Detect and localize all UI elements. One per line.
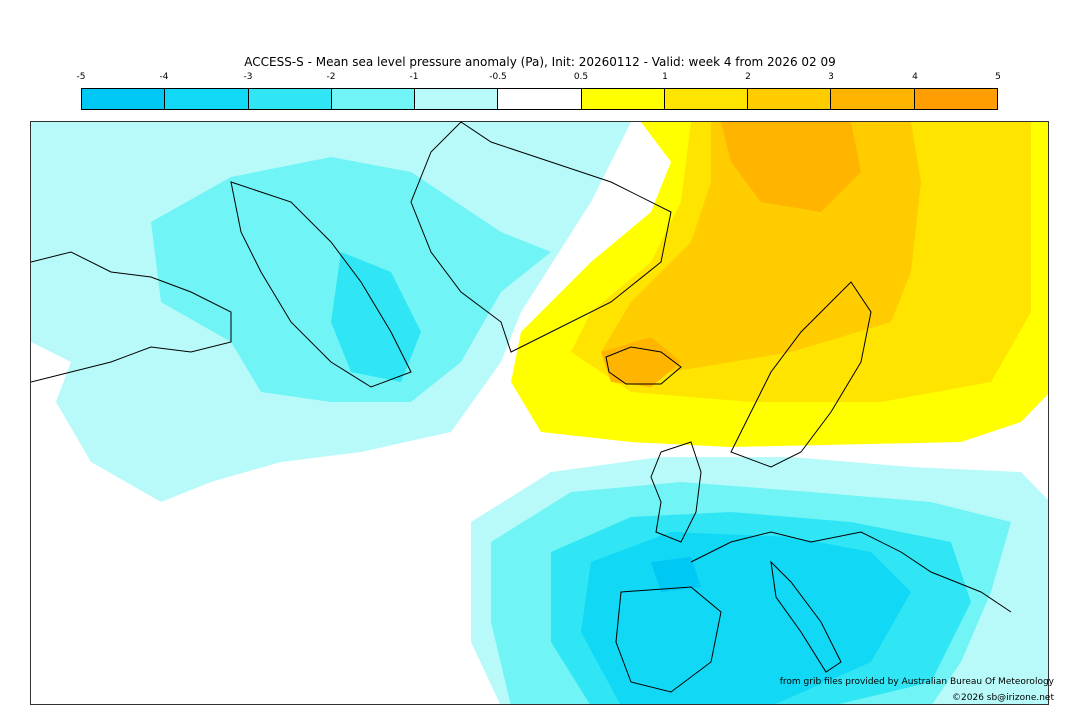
copyright-credit: ©2026 sb@irizone.net	[952, 693, 1054, 703]
colorbar-tick: -3	[243, 72, 253, 82]
colorbar-tick-labels: -5 -4 -3 -2 -1 -0.5 0.5 1 2 3 4 5	[0, 72, 1080, 84]
colorbar-segment	[165, 89, 249, 109]
colorbar-segment	[248, 89, 332, 109]
colorbar-tick: 2	[745, 72, 751, 82]
iberia-coast	[615, 586, 722, 693]
iceland-coast	[605, 346, 682, 385]
britain-coast	[650, 441, 702, 543]
colorbar-segment	[331, 89, 416, 109]
colorbar-tick: -4	[159, 72, 169, 82]
pos-anomaly-zone-core	[721, 122, 861, 212]
colorbar-segment	[581, 89, 665, 109]
colorbar-tick: 5	[995, 72, 1001, 82]
baffin-coast	[230, 181, 412, 388]
colorbar-segment	[748, 89, 832, 109]
greenland-coast	[410, 122, 672, 353]
colorbar-segment	[82, 89, 166, 109]
pos-anomaly-zone-iceland	[601, 337, 681, 387]
colorbar-segment	[914, 89, 997, 109]
north-america-coast	[31, 251, 232, 383]
colorbar-segment	[415, 89, 499, 109]
colorbar-tick: -2	[326, 72, 336, 82]
colorbar-tick: 3	[828, 72, 834, 82]
colorbar-tick: -1	[409, 72, 419, 82]
colorbar-segment	[831, 89, 915, 109]
europe-coast	[690, 531, 1012, 613]
map-title: ACCESS-S - Mean sea level pressure anoma…	[244, 55, 836, 69]
map-canvas	[31, 122, 1048, 704]
colorbar-tick: -5	[76, 72, 86, 82]
colorbar-tick: 4	[912, 72, 918, 82]
colorbar-tick: 0.5	[573, 72, 589, 82]
colorbar-segment	[664, 89, 749, 109]
colorbar	[81, 88, 998, 110]
colorbar-segment	[498, 89, 582, 109]
colorbar-tick: 1	[662, 72, 668, 82]
source-credit: from grib files provided by Australian B…	[779, 677, 1054, 687]
neg-anomaly-zone-europe-center	[651, 557, 701, 592]
italy-coast	[770, 560, 842, 673]
neg-anomaly-zone-west-center	[331, 252, 421, 382]
anomaly-map	[30, 121, 1049, 705]
colorbar-tick: -0.5	[489, 72, 507, 82]
coastlines	[31, 122, 1012, 693]
norway-coast	[730, 281, 872, 468]
